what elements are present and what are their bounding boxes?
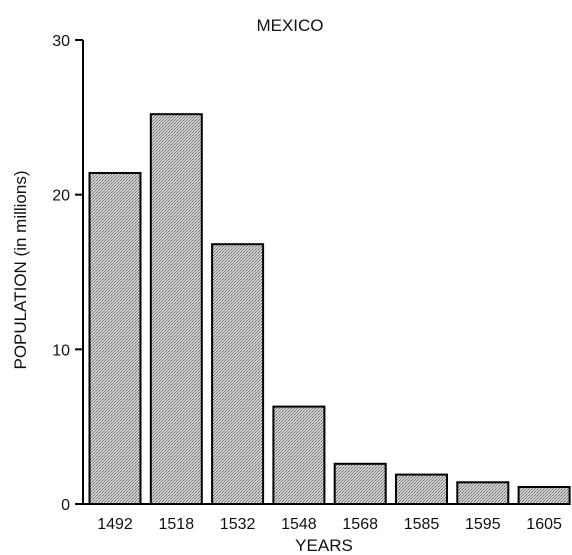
x-axis-label: YEARS (295, 536, 353, 555)
bar-1568 (333, 462, 387, 505)
x-tick-label: 1548 (281, 516, 317, 533)
x-tick-label: 1568 (342, 516, 378, 533)
bar-1548 (272, 405, 326, 506)
bar-1492 (88, 172, 142, 505)
x-ticks-group: 1492 1518 1532 1548 1568 1585 1595 1605 (97, 516, 562, 533)
bar-1532 (211, 243, 265, 505)
x-tick-label: 1595 (465, 516, 501, 533)
y-ticks-group: 0 10 20 30 (52, 33, 83, 514)
chart-title: MEXICO (256, 16, 323, 35)
bar-1585 (395, 473, 448, 506)
x-tick-label: 1585 (404, 516, 440, 533)
y-tick-label: 0 (61, 497, 70, 514)
x-tick-label: 1532 (220, 516, 256, 533)
y-tick-label: 30 (52, 33, 70, 50)
y-tick-label: 20 (52, 188, 70, 205)
x-tick-label: 1492 (97, 516, 133, 533)
y-axis-label: POPULATION (in millions) (11, 171, 30, 370)
y-tick-label: 10 (52, 342, 70, 359)
bar-1518 (149, 113, 203, 505)
x-tick-label: 1605 (526, 516, 562, 533)
x-tick-label: 1518 (159, 516, 195, 533)
bars-group (88, 113, 571, 506)
bar-1595 (456, 481, 510, 505)
bar-1605 (517, 486, 571, 505)
